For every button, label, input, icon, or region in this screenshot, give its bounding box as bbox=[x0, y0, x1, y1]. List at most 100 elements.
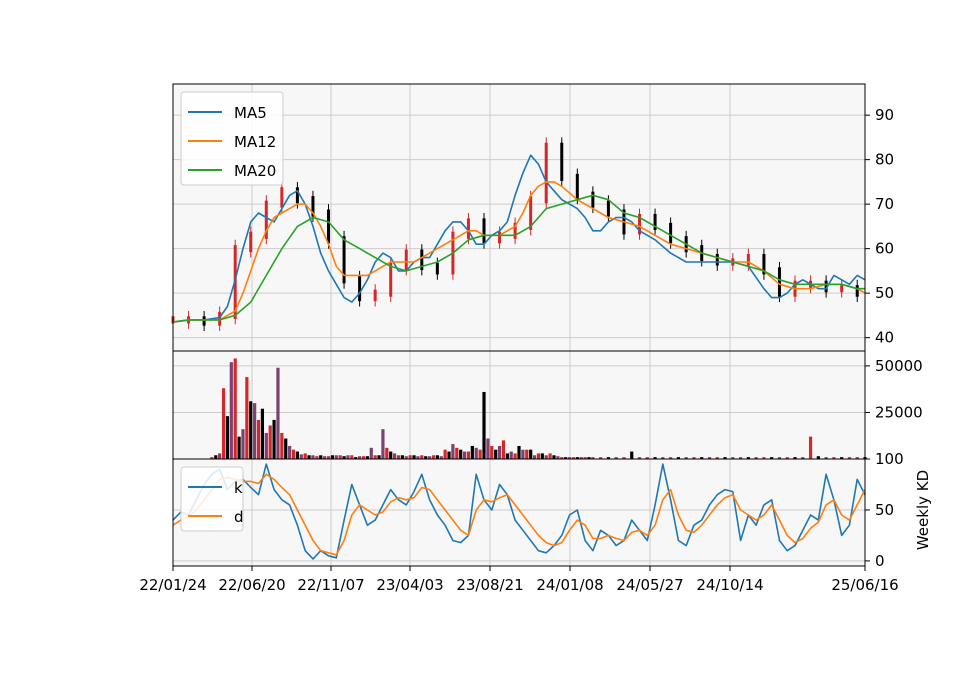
volume-bar bbox=[470, 445, 474, 459]
volume-bar bbox=[808, 436, 813, 459]
volume-bar bbox=[358, 456, 362, 459]
series-line-ma5 bbox=[172, 154, 866, 323]
y-tick-label: 90 bbox=[875, 106, 894, 124]
volume-bar bbox=[303, 453, 307, 459]
candle-body bbox=[295, 187, 299, 204]
y-tick-label: 80 bbox=[875, 151, 894, 169]
volume-bar bbox=[253, 403, 257, 459]
candle-body bbox=[311, 196, 315, 217]
volume-bar bbox=[700, 457, 704, 459]
volume-bar bbox=[840, 457, 844, 459]
volume-bar bbox=[544, 455, 548, 459]
volume-bar bbox=[474, 447, 478, 459]
kd-y-axis-label: Weekly KD bbox=[914, 470, 932, 550]
volume-bar bbox=[486, 438, 490, 459]
candle-body bbox=[389, 262, 393, 297]
volume-bar bbox=[669, 457, 673, 459]
panel-frame bbox=[172, 458, 866, 567]
volume-bar bbox=[229, 362, 233, 459]
volume-bar bbox=[214, 455, 218, 459]
x-axis: 22/01/24 22/06/20 22/11/07 23/04/03 23/08/21… bbox=[139, 566, 899, 594]
legend-label-ma20: MA20 bbox=[234, 162, 276, 180]
volume-bar bbox=[221, 388, 226, 459]
volume-bar bbox=[416, 456, 420, 459]
volume-bar bbox=[777, 457, 782, 459]
volume-bar bbox=[338, 455, 342, 459]
y-tick-label: 70 bbox=[875, 195, 894, 213]
volume-bar bbox=[365, 456, 369, 459]
volume-bar bbox=[478, 449, 482, 459]
volume-bar bbox=[272, 419, 276, 459]
volume-bar bbox=[556, 456, 560, 459]
volume-panel: 25000 50000 bbox=[172, 350, 923, 460]
volume-bar bbox=[587, 457, 591, 459]
volume-bar bbox=[346, 455, 350, 459]
candle-body bbox=[575, 173, 579, 199]
volume-bar bbox=[400, 455, 404, 459]
volume-bar bbox=[435, 455, 439, 459]
candle-body bbox=[560, 142, 564, 182]
candle-body bbox=[466, 218, 470, 239]
x-tick-label: 24/10/14 bbox=[696, 576, 763, 594]
candle-body bbox=[513, 222, 517, 239]
volume-bar bbox=[381, 429, 385, 459]
volume-bar bbox=[455, 447, 459, 459]
volume-bar bbox=[323, 456, 327, 459]
volume-bar bbox=[630, 451, 634, 459]
volume-bar bbox=[260, 408, 265, 459]
candle-body bbox=[498, 231, 502, 244]
candle-body bbox=[715, 253, 719, 266]
volume-bar bbox=[770, 457, 774, 459]
volume-bar bbox=[847, 457, 852, 459]
x-tick-label: 25/06/16 bbox=[831, 576, 898, 594]
volume-bar bbox=[291, 449, 296, 459]
legend-label-d: d bbox=[234, 508, 244, 526]
volume-bar bbox=[731, 457, 735, 459]
volume-bar bbox=[501, 440, 506, 459]
volume-bar bbox=[521, 449, 525, 459]
volume-bar bbox=[334, 455, 338, 459]
volume-bar bbox=[855, 457, 859, 459]
volume-bar bbox=[548, 453, 552, 459]
volume-bar bbox=[676, 457, 680, 459]
volume-bar bbox=[396, 455, 401, 459]
volume-bar bbox=[330, 455, 334, 459]
candle-body bbox=[249, 231, 253, 253]
volume-bar bbox=[315, 456, 319, 459]
volume-bar bbox=[459, 449, 463, 459]
volume-bar bbox=[785, 457, 789, 459]
volume-bar bbox=[369, 447, 373, 459]
candle-body bbox=[202, 316, 206, 326]
x-tick-label: 23/04/03 bbox=[376, 576, 443, 594]
volume-bar bbox=[832, 457, 836, 459]
candle-body bbox=[358, 276, 362, 302]
volume-bar bbox=[288, 445, 292, 459]
volume-bar bbox=[614, 457, 618, 459]
series-line-d bbox=[172, 473, 866, 556]
volume-bar bbox=[237, 436, 241, 459]
candle-body bbox=[482, 218, 486, 244]
volume-bar bbox=[707, 457, 712, 459]
candle-body bbox=[327, 209, 331, 244]
series-line-ma20 bbox=[172, 194, 865, 323]
y-tick-label: 60 bbox=[875, 240, 894, 258]
volume-bar bbox=[746, 457, 750, 459]
volume-bar bbox=[389, 451, 393, 459]
volume-bar bbox=[264, 432, 268, 459]
volume-bar bbox=[427, 456, 432, 459]
volume-bar bbox=[319, 455, 323, 459]
volume-bar bbox=[311, 455, 315, 459]
y-tick-label: 0 bbox=[875, 552, 885, 570]
price-panel: 40 50 60 70 80 90 MA5 MA12 MA20 bbox=[171, 83, 894, 352]
volume-bar bbox=[622, 457, 626, 459]
volume-bar bbox=[295, 451, 300, 459]
candle-body bbox=[606, 200, 610, 217]
volume-bar bbox=[497, 445, 502, 459]
volume-bar bbox=[466, 451, 471, 459]
x-tick-label: 22/01/24 bbox=[139, 576, 206, 594]
legend-label-ma5: MA5 bbox=[234, 104, 267, 122]
volume-bar bbox=[599, 457, 603, 459]
candle-body bbox=[653, 213, 657, 230]
volume-bar bbox=[661, 457, 665, 459]
